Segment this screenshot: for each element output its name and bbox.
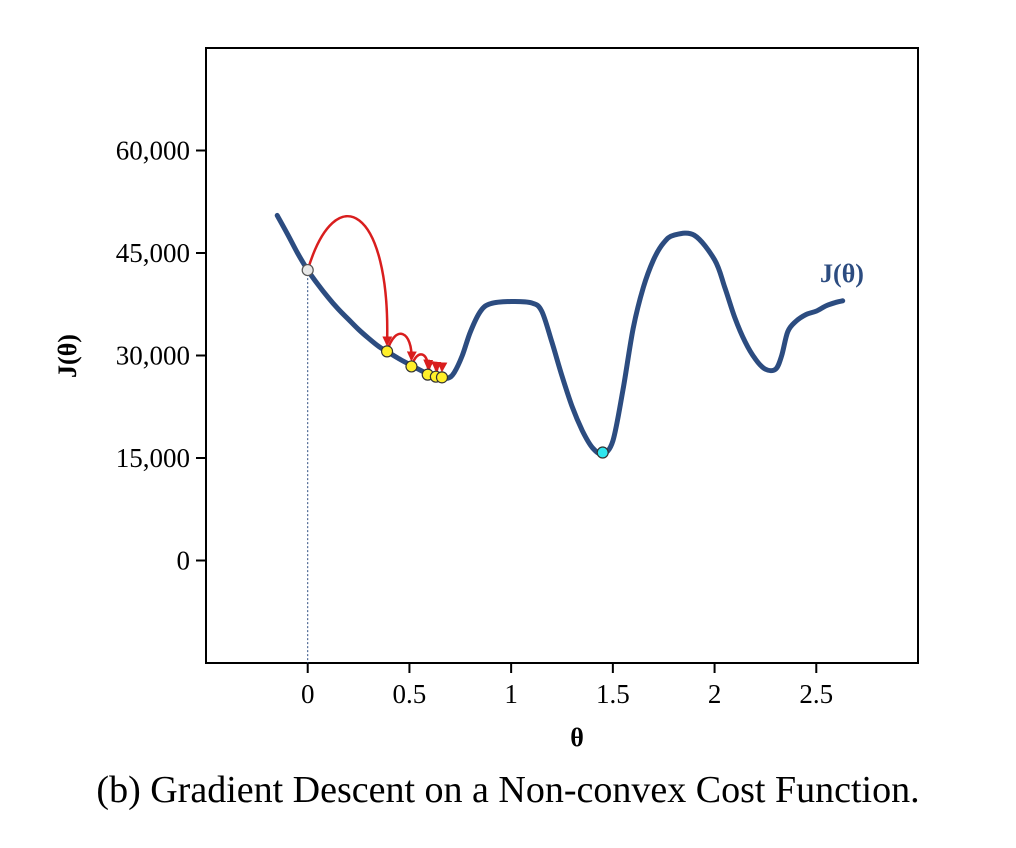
y-tick-label: 15,000 xyxy=(116,443,190,473)
x-axis-label: θ xyxy=(570,723,584,752)
cost-function-curve xyxy=(274,212,846,457)
x-tick-label: 0 xyxy=(301,679,315,709)
step-point xyxy=(380,345,394,358)
y-axis-ticks: 0 15,000 30,000 45,000 60,000 xyxy=(116,136,206,576)
x-tick-label: 1.5 xyxy=(596,679,630,709)
gradient-descent-chart: 0 15,000 30,000 45,000 60,000 0 0.5 1 1.5 2 2.5 J… xyxy=(53,47,919,752)
step-point xyxy=(405,360,418,373)
plot-frame xyxy=(205,47,919,664)
y-tick-label: 60,000 xyxy=(116,136,190,166)
y-tick-label: 45,000 xyxy=(116,238,190,268)
start-point xyxy=(301,263,314,277)
step-point xyxy=(435,371,449,384)
gradient-step-arrow xyxy=(306,214,393,347)
y-tick-label: 0 xyxy=(177,546,191,576)
series-label: J(θ) xyxy=(820,259,864,288)
figure-caption: (b) Gradient Descent on a Non-convex Cos… xyxy=(96,769,920,811)
x-axis-ticks: 0 0.5 1 1.5 2 2.5 xyxy=(301,663,833,709)
x-tick-label: 2 xyxy=(708,679,722,709)
y-axis-label: J(θ) xyxy=(53,334,82,378)
x-tick-label: 2.5 xyxy=(799,679,833,709)
x-tick-label: 0.5 xyxy=(393,679,427,709)
gradient-points xyxy=(301,263,609,459)
x-tick-label: 1 xyxy=(504,679,518,709)
gradient-step-arrow xyxy=(385,332,417,362)
y-tick-label: 30,000 xyxy=(116,341,190,371)
global-minimum-point xyxy=(596,446,609,459)
